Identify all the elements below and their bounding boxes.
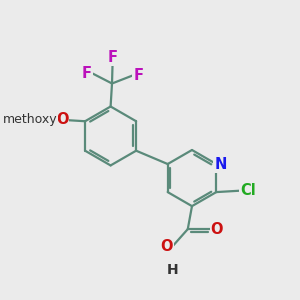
Text: F: F — [134, 68, 143, 83]
Text: H: H — [167, 263, 178, 277]
Text: O: O — [56, 112, 68, 127]
Text: N: N — [214, 157, 227, 172]
Text: O: O — [160, 239, 173, 254]
Text: O: O — [211, 222, 223, 237]
Text: F: F — [82, 66, 92, 81]
Text: F: F — [108, 50, 118, 65]
Text: methoxy: methoxy — [3, 113, 57, 126]
Text: Cl: Cl — [240, 183, 256, 198]
